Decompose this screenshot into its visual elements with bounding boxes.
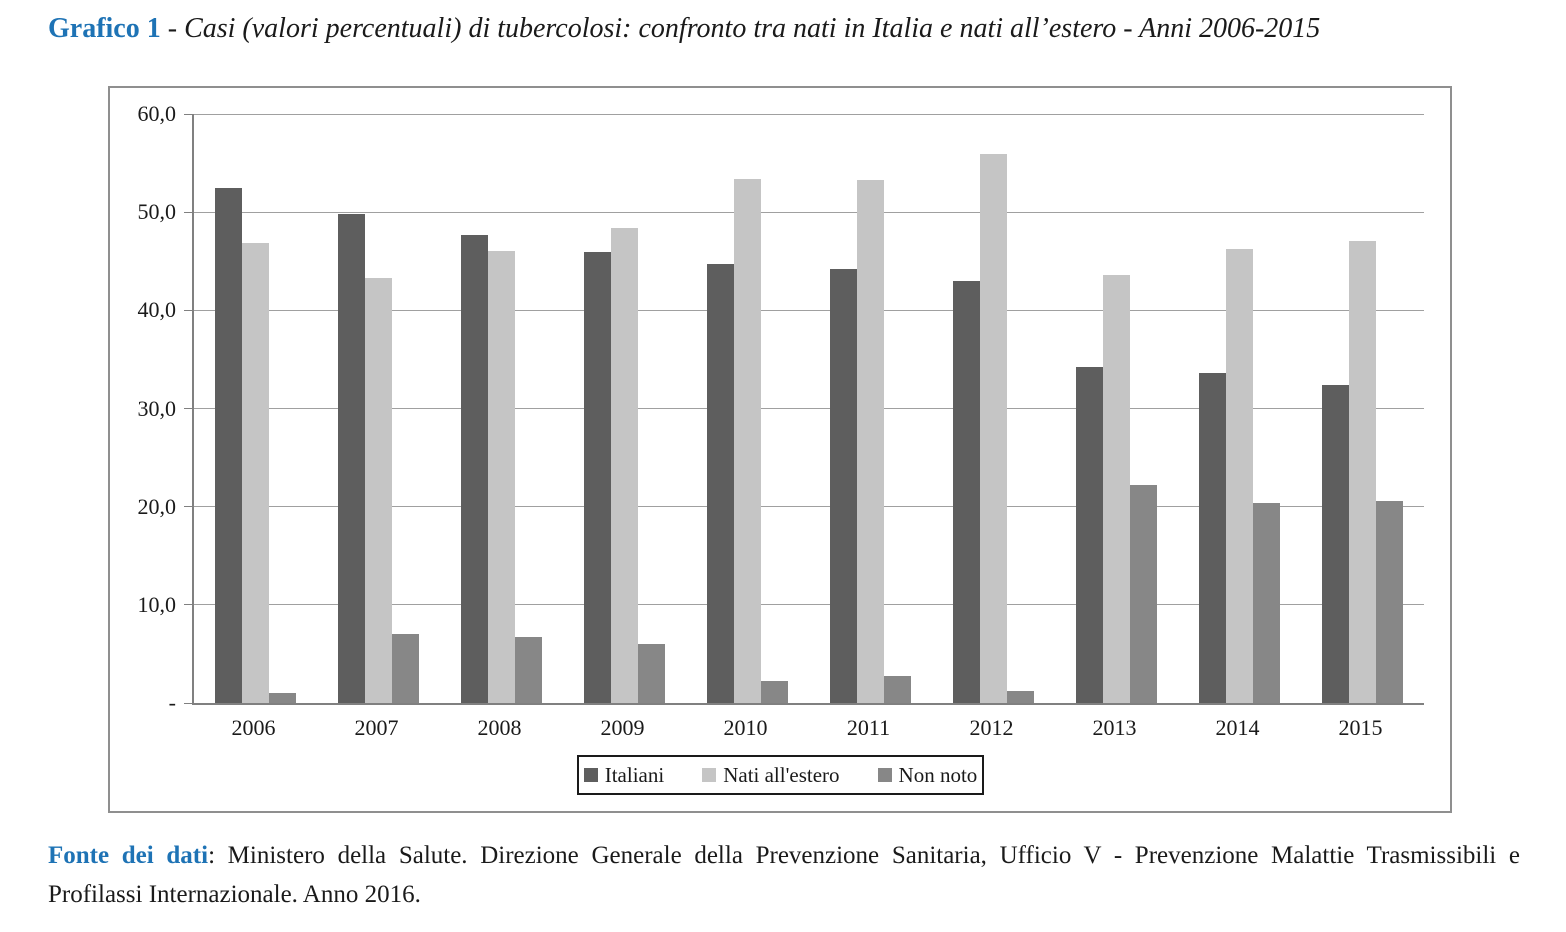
x-axis-label-2008: 2008 (477, 715, 522, 740)
legend-swatch-icon-italiani (583, 768, 598, 782)
chart-title: Grafico 1 - Casi (valori percentuali) di… (48, 10, 1540, 48)
y-tick-30 (184, 408, 194, 409)
bar-2006-nati-all-estero (242, 242, 269, 703)
y-axis-label-50: 50,0 (137, 199, 177, 225)
bar-2008-nati-all-estero (488, 251, 515, 703)
y-tick-20 (184, 506, 194, 508)
bar-2008-non-noto (515, 637, 542, 703)
legend: Italiani Nati all'estero Non noto (577, 755, 984, 795)
legend-swatch-icon-non-noto (877, 768, 892, 782)
gridline-10 (194, 604, 1424, 606)
bar-2007-italiani (338, 214, 365, 703)
legend-label-italiani: Italiani (604, 762, 665, 787)
chart-title-label: Grafico 1 (48, 13, 161, 44)
bar-group-2011 (809, 114, 932, 703)
bar-group-2009 (563, 114, 686, 703)
legend-label-nati-all-estero: Nati all'estero (723, 762, 840, 787)
x-axis-label-2014: 2014 (1215, 715, 1260, 740)
bar-2008-italiani (461, 234, 488, 703)
source-note-line1: Fonte dei dati: Ministero della Salute. … (48, 836, 1520, 875)
bar-2007-nati-all-estero (365, 277, 392, 703)
y-axis-label-40: 40,0 (137, 297, 177, 323)
bar-2011-italiani (830, 269, 857, 703)
chart-frame: 60,0 50,0 40,0 30,0 20,0 10,0- 2006 2007 2008 20… (108, 86, 1452, 813)
y-axis-labels: 60,0 50,0 40,0 30,0 20,0 10,0 - (110, 101, 180, 715)
bar-2011-nati-all-estero (857, 179, 884, 703)
y-axis-label-60: 60,0 (137, 101, 177, 126)
x-axis-label-2011: 2011 (846, 715, 891, 740)
y-tick-60 (184, 113, 194, 115)
bar-group-2013 (1055, 114, 1178, 703)
bar-2015-nati-all-estero (1349, 240, 1376, 703)
bar-2014-non-noto (1253, 502, 1280, 703)
bar-2015-italiani (1322, 384, 1349, 703)
bar-2013-non-noto (1130, 485, 1157, 703)
bar-2010-italiani (707, 264, 734, 703)
bar-2009-non-noto (638, 644, 665, 703)
bar-group-2010 (686, 114, 809, 703)
gridline-40 (194, 309, 1424, 311)
bar-2009-italiani (584, 252, 611, 703)
bar-2012-nati-all-estero (980, 154, 1007, 703)
x-axis-labels: 2006 2007 2008 2009 2010 2011 2012 2013 2014 2015 (192, 713, 1422, 743)
bar-2006-non-noto (269, 693, 296, 703)
legend-item-italiani: Italiani (583, 762, 665, 787)
bar-groups (194, 114, 1424, 703)
bar-2006-italiani (215, 187, 242, 703)
bar-2010-nati-all-estero (734, 178, 761, 703)
y-tick-10 (184, 604, 194, 606)
gridline-50 (194, 211, 1424, 213)
x-axis-label-2009: 2009 (600, 715, 645, 740)
gridline-30 (194, 408, 1424, 409)
bar-group-2015 (1301, 114, 1424, 703)
bar-group-2008 (440, 114, 563, 703)
bar-2011-non-noto (884, 675, 911, 703)
source-text-line2: Profilassi Internazionale. Anno 2016. (48, 881, 421, 908)
bar-2012-non-noto (1007, 691, 1034, 703)
x-axis-label-2010: 2010 (723, 715, 768, 740)
bar-2013-italiani (1076, 367, 1103, 703)
plot-area (184, 113, 1424, 705)
bar-2010-non-noto (761, 681, 788, 703)
bar-group-2012 (932, 114, 1055, 703)
y-axis-label-10: 10,0 (137, 591, 177, 617)
legend-item-non-noto: Non noto (877, 762, 978, 787)
bar-2013-nati-all-estero (1103, 275, 1130, 703)
bar-2014-italiani (1199, 373, 1226, 703)
legend-label-non-noto: Non noto (898, 762, 978, 787)
gridline-60 (194, 113, 1424, 115)
legend-item-nati-all-estero: Nati all'estero (702, 762, 840, 787)
bar-2007-non-noto (392, 634, 419, 703)
y-tick-0 (184, 702, 194, 704)
x-axis-label-2013: 2013 (1092, 715, 1137, 740)
legend-swatch-icon-nati-all-estero (702, 768, 717, 782)
source-note: Fonte dei dati: Ministero della Salute. … (48, 836, 1520, 914)
chart-title-separator: - (160, 13, 185, 44)
bar-group-2006 (194, 114, 317, 703)
source-text-line1: : Ministero della Salute. Direzione Gene… (208, 842, 1520, 869)
bar-2009-nati-all-estero (611, 227, 638, 703)
gridline-20 (194, 506, 1424, 508)
bar-2015-non-noto (1376, 500, 1403, 703)
x-axis-label-2007: 2007 (354, 715, 399, 740)
y-axis-label-30: 30,0 (137, 395, 177, 421)
y-tick-40 (184, 309, 194, 311)
bar-group-2007 (317, 114, 440, 703)
y-axis-label-0: - (168, 690, 176, 715)
x-axis-label-2015: 2015 (1338, 715, 1383, 740)
y-tick-50 (184, 211, 194, 213)
y-axis-label-20: 20,0 (137, 493, 177, 519)
bar-2014-nati-all-estero (1226, 249, 1253, 703)
chart-title-text: Casi (valori percentuali) di tubercolosi… (184, 13, 1321, 44)
bar-group-2014 (1178, 114, 1301, 703)
bar-2012-italiani (953, 280, 980, 703)
x-axis-label-2006: 2006 (231, 715, 276, 740)
x-axis-label-2012: 2012 (969, 715, 1014, 740)
source-label: Fonte dei dati (48, 842, 209, 869)
